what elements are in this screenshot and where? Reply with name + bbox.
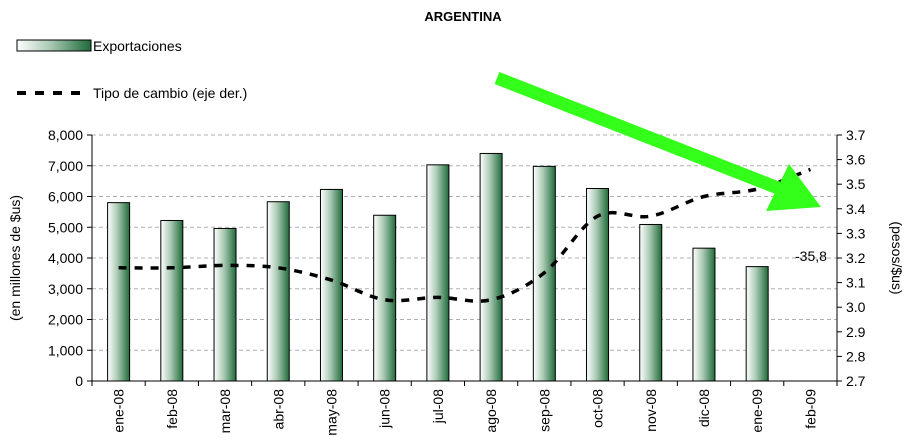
x-tick-label: ene-08 (111, 389, 127, 433)
x-tick-label: oct-08 (590, 389, 606, 428)
bar (639, 223, 663, 382)
y-tick-label-left: 8,000 (48, 127, 83, 143)
y-tick-label-right: 3.3 (846, 225, 866, 241)
y-tick-label-left: 5,000 (48, 219, 83, 235)
exchange-rate-line (118, 167, 812, 303)
x-tick-label: dic-08 (696, 389, 712, 427)
arrow-head (766, 164, 821, 211)
x-tick-label: jun-08 (377, 389, 393, 429)
bar (319, 188, 343, 382)
legend-label-tipo-de-cambio: Tipo de cambio (eje der.) (93, 85, 247, 101)
chart-title: ARGENTINA (424, 9, 502, 24)
bar (479, 152, 503, 382)
y-axis-title-right: (pesos/$us) (889, 221, 905, 294)
y-tick-label-right: 3.7 (846, 127, 866, 143)
legend: Exportaciones Tipo de cambio (eje der.) (16, 38, 247, 101)
y-tick-label-left: 3,000 (48, 281, 83, 297)
y-tick-label-right: 3.4 (846, 201, 866, 217)
arrow-shaft (494, 71, 781, 195)
bar (745, 266, 769, 382)
bar (266, 201, 290, 382)
bar (160, 219, 184, 382)
legend-label-exportaciones: Exportaciones (93, 38, 182, 54)
x-tick-label: feb-08 (164, 389, 180, 429)
y-tick-label-right: 3.5 (846, 176, 866, 192)
y-tick-label-right: 2.7 (846, 373, 866, 389)
x-tick-label: ago-08 (483, 389, 499, 433)
gridlines (92, 134, 837, 351)
tick-labels: 0 1,000 2,000 3,000 4,000 5,000 6,000 7,000 8,00… (48, 127, 866, 436)
y-tick-label-right: 3.6 (846, 152, 866, 168)
y-tick-label-left: 0 (75, 373, 83, 389)
bar-series (107, 152, 769, 382)
x-tick-label: mar-08 (217, 389, 233, 434)
x-tick-label: feb-09 (802, 389, 818, 429)
y-tick-label-left: 1,000 (48, 342, 83, 358)
y-tick-label-left: 6,000 (48, 189, 83, 205)
bar (213, 227, 237, 382)
y-tick-label-right: 3.1 (846, 275, 866, 291)
annotation-label: -35,8 (795, 248, 827, 264)
y-axis-title-left: (en millones de $us) (7, 195, 23, 321)
green-arrow-icon (494, 71, 821, 211)
x-tick-label: may-08 (323, 389, 339, 436)
x-tick-label: nov-08 (643, 389, 659, 432)
y-tick-label-right: 3.2 (846, 250, 866, 266)
bar (426, 164, 450, 382)
y-tick-label-left: 2,000 (48, 312, 83, 328)
axes (87, 134, 842, 386)
bar (692, 247, 716, 382)
x-tick-label: jul-08 (430, 389, 446, 424)
bar (107, 202, 131, 382)
x-tick-label: sep-08 (536, 389, 552, 432)
x-tick-label: ene-09 (749, 389, 765, 433)
y-tick-label-left: 4,000 (48, 250, 83, 266)
y-tick-label-right: 2.8 (846, 348, 866, 364)
y-tick-label-right: 3.0 (846, 299, 866, 315)
y-tick-label-left: 7,000 (48, 158, 83, 174)
line-series (118, 167, 812, 303)
y-tick-label-right: 2.9 (846, 324, 866, 340)
x-tick-label: abr-08 (270, 389, 286, 430)
legend-bar-swatch (16, 39, 92, 52)
